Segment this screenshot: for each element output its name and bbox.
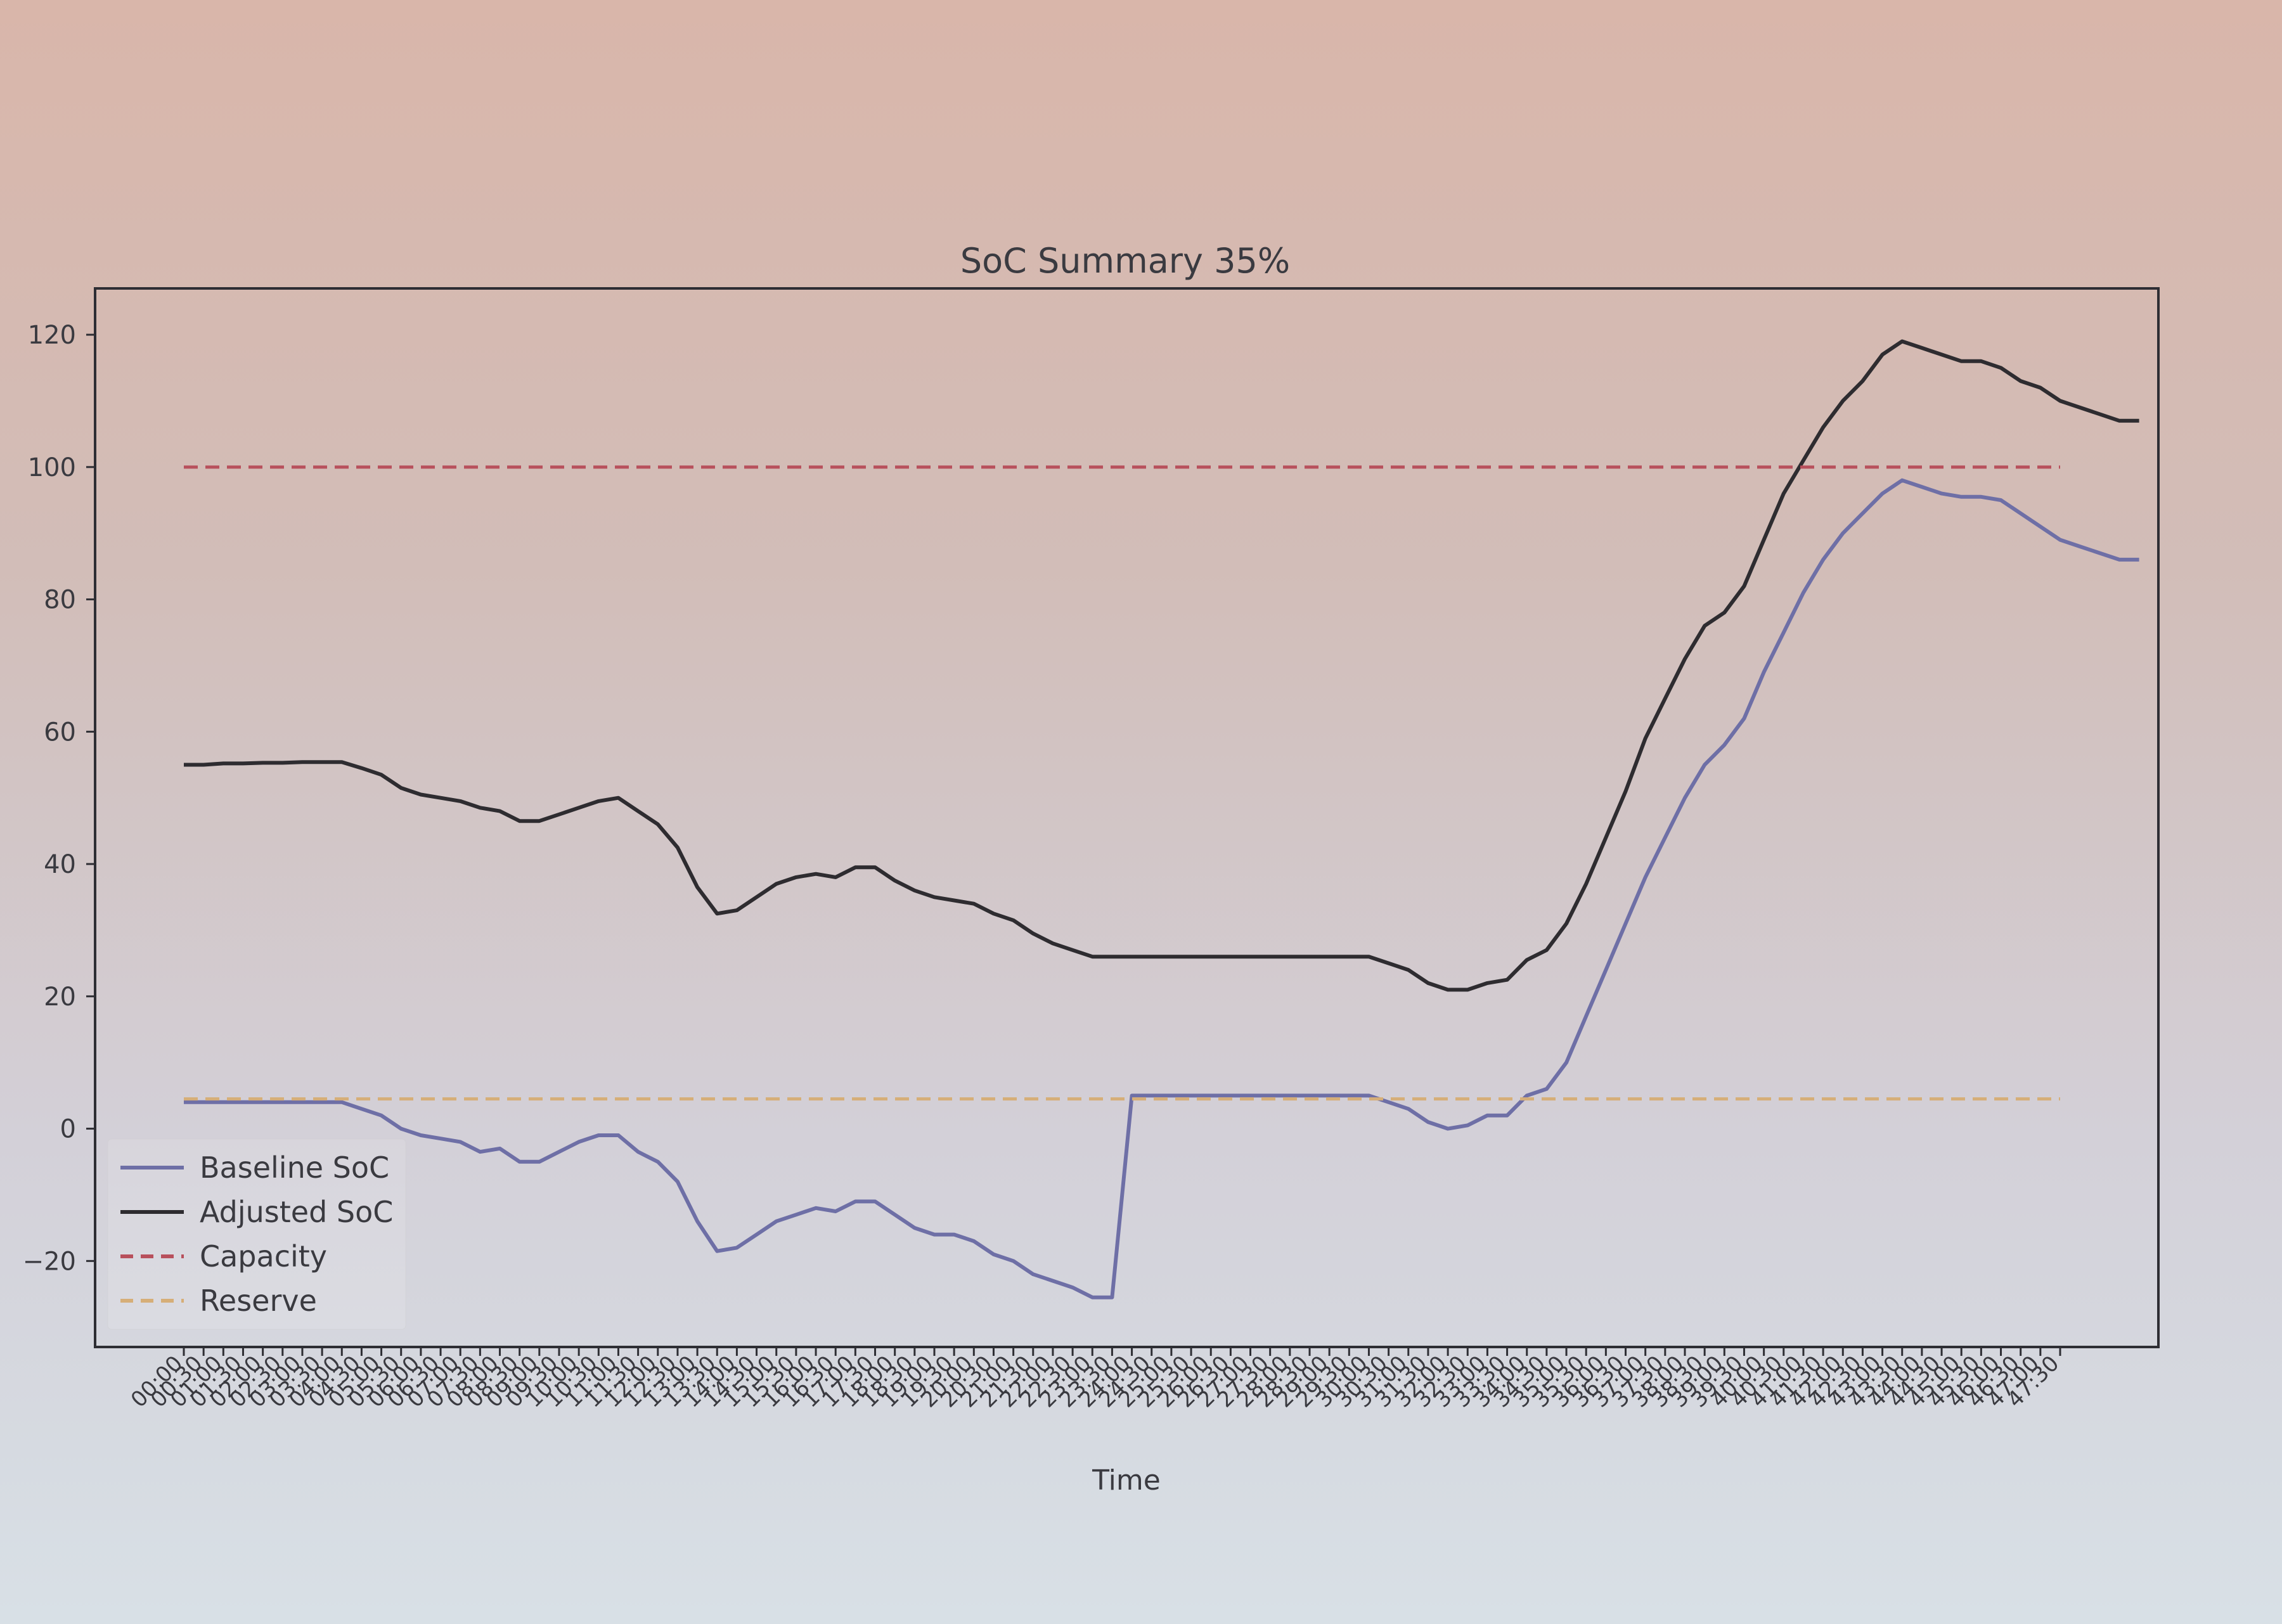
y-tick-label: −20 [23, 1247, 76, 1276]
plot-area [94, 287, 2160, 1348]
x-axis: 00:0000:3001:0001:3002:0002:3003:0003:30… [126, 1347, 2064, 1413]
y-tick-label: 20 [44, 983, 76, 1012]
y-tick-label: 80 [44, 586, 76, 615]
y-tick-label: 40 [44, 850, 76, 879]
legend-label-capacity: Capacity [200, 1239, 327, 1273]
y-tick-label: 60 [44, 718, 76, 747]
series-lines [184, 339, 2139, 1299]
legend-label-baseline-soc: Baseline SoC [200, 1150, 389, 1185]
y-tick-label: 0 [60, 1115, 76, 1144]
y-axis: −20 0 20 40 60 80 100 120 [23, 321, 95, 1276]
baseline-soc-line [184, 478, 2139, 1299]
legend-box [107, 1138, 406, 1330]
y-tick-label: 120 [28, 321, 76, 350]
legend-label-adjusted-soc: Adjusted SoC [200, 1195, 393, 1229]
chart-title: SoC Summary 35% [960, 241, 1290, 281]
x-axis-title: Time [1092, 1464, 1161, 1497]
y-tick-label: 100 [28, 453, 76, 482]
legend-label-reserve: Reserve [200, 1284, 317, 1318]
adjusted-soc-line [184, 339, 2139, 992]
legend: Baseline SoC Adjusted SoC Capacity Reserve [107, 1138, 406, 1330]
